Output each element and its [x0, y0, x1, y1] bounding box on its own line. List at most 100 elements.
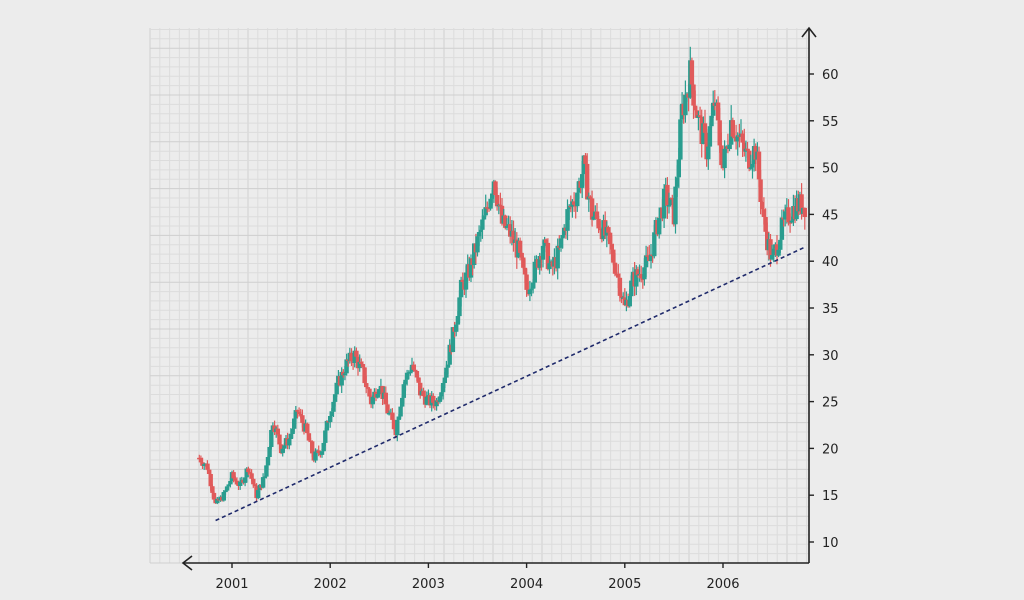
candle-down	[802, 207, 807, 217]
candle-up	[395, 419, 400, 436]
candle-up	[581, 155, 587, 175]
candle-up	[634, 269, 639, 287]
candle-up	[472, 243, 477, 265]
candle-up	[575, 192, 580, 207]
candle-up	[562, 227, 567, 235]
candle-down	[390, 412, 395, 420]
candle-down	[200, 462, 205, 466]
candle-up	[228, 481, 233, 485]
y-tick-label: 35	[822, 302, 839, 317]
candle-up	[701, 123, 706, 144]
y-tick-label: 55	[822, 115, 839, 130]
candle-up	[652, 232, 657, 257]
candle-up	[748, 167, 753, 169]
candle-up	[783, 211, 788, 220]
candle-up	[458, 279, 464, 298]
candle-up	[375, 394, 380, 398]
candle-up	[776, 249, 781, 256]
candle-up	[398, 406, 403, 417]
candle-down	[511, 230, 516, 243]
candle-down	[246, 468, 251, 473]
candle-down	[756, 151, 762, 180]
candle-up	[224, 486, 230, 491]
candle-down	[596, 218, 601, 229]
candle-up	[352, 350, 357, 363]
y-axis-ticks: 10 15 20 25 30 35 40 45 50 55 60	[809, 68, 839, 551]
candle-down	[571, 201, 577, 205]
candle-up	[442, 377, 447, 383]
candle-up	[560, 235, 565, 239]
candle-up	[530, 282, 536, 289]
x-axis-arrow-icon	[181, 555, 193, 571]
candle-up	[329, 411, 334, 416]
candle-up	[666, 205, 672, 207]
candle-up	[779, 217, 785, 240]
candle-down	[418, 382, 423, 396]
y-tick-label: 40	[822, 255, 839, 270]
candle-up	[401, 384, 406, 398]
candle-up	[455, 316, 461, 325]
candle-down	[431, 395, 436, 403]
candle-up	[260, 477, 266, 488]
candle-up	[750, 164, 755, 168]
candle-down	[588, 196, 593, 199]
candle-down	[768, 239, 773, 260]
candle-up	[643, 255, 649, 268]
candle-up	[370, 396, 375, 405]
candle-up	[476, 232, 482, 237]
candlestick-series	[197, 46, 807, 505]
candle-up	[532, 261, 537, 283]
candle-down	[391, 419, 397, 430]
candle-down	[689, 60, 695, 85]
candle-up	[488, 198, 493, 209]
candle-up	[529, 288, 534, 291]
candle-up	[711, 102, 716, 116]
candle-up	[661, 188, 667, 219]
candle-down	[787, 222, 793, 224]
candle-down	[609, 244, 614, 250]
candle-up	[547, 263, 552, 270]
candle-up	[789, 220, 794, 223]
candle-down	[612, 262, 618, 274]
candle-down	[421, 390, 426, 397]
candle-down	[758, 179, 763, 202]
candle-up	[457, 297, 462, 317]
y-tick-label: 15	[822, 489, 839, 504]
candle-up	[676, 159, 681, 178]
candle-up	[332, 394, 338, 402]
candle-down	[205, 463, 210, 470]
candle-down	[616, 273, 621, 278]
candle-down	[499, 205, 505, 224]
candle-up	[627, 296, 632, 307]
candle-up	[404, 372, 410, 380]
candle-up	[445, 364, 451, 368]
candle-down	[208, 474, 213, 487]
candle-down	[310, 441, 315, 454]
candle-up	[475, 236, 480, 253]
candle-down	[521, 257, 526, 268]
candle-down	[544, 239, 549, 243]
candle-up	[226, 484, 231, 487]
candle-down	[786, 207, 791, 223]
candle-down	[639, 274, 644, 279]
candle-down	[645, 255, 650, 257]
candle-up	[292, 418, 297, 429]
candle-down	[519, 252, 524, 258]
candle-down	[691, 84, 696, 106]
candle-down	[278, 444, 284, 454]
candle-down	[383, 392, 388, 405]
candle-up	[313, 451, 318, 461]
candle-down	[247, 472, 253, 474]
candle-up	[668, 197, 673, 205]
x-tick-label: 2006	[706, 577, 739, 592]
y-axis-arrow-icon	[801, 26, 817, 38]
trendline	[215, 246, 806, 522]
candle-down	[606, 227, 611, 233]
x-tick-label: 2002	[314, 577, 347, 592]
candle-up	[262, 476, 267, 478]
candle-up	[357, 361, 362, 369]
candle-down	[522, 267, 528, 275]
candle-down	[694, 110, 699, 118]
candle-down	[416, 377, 421, 383]
candle-up	[565, 209, 570, 231]
